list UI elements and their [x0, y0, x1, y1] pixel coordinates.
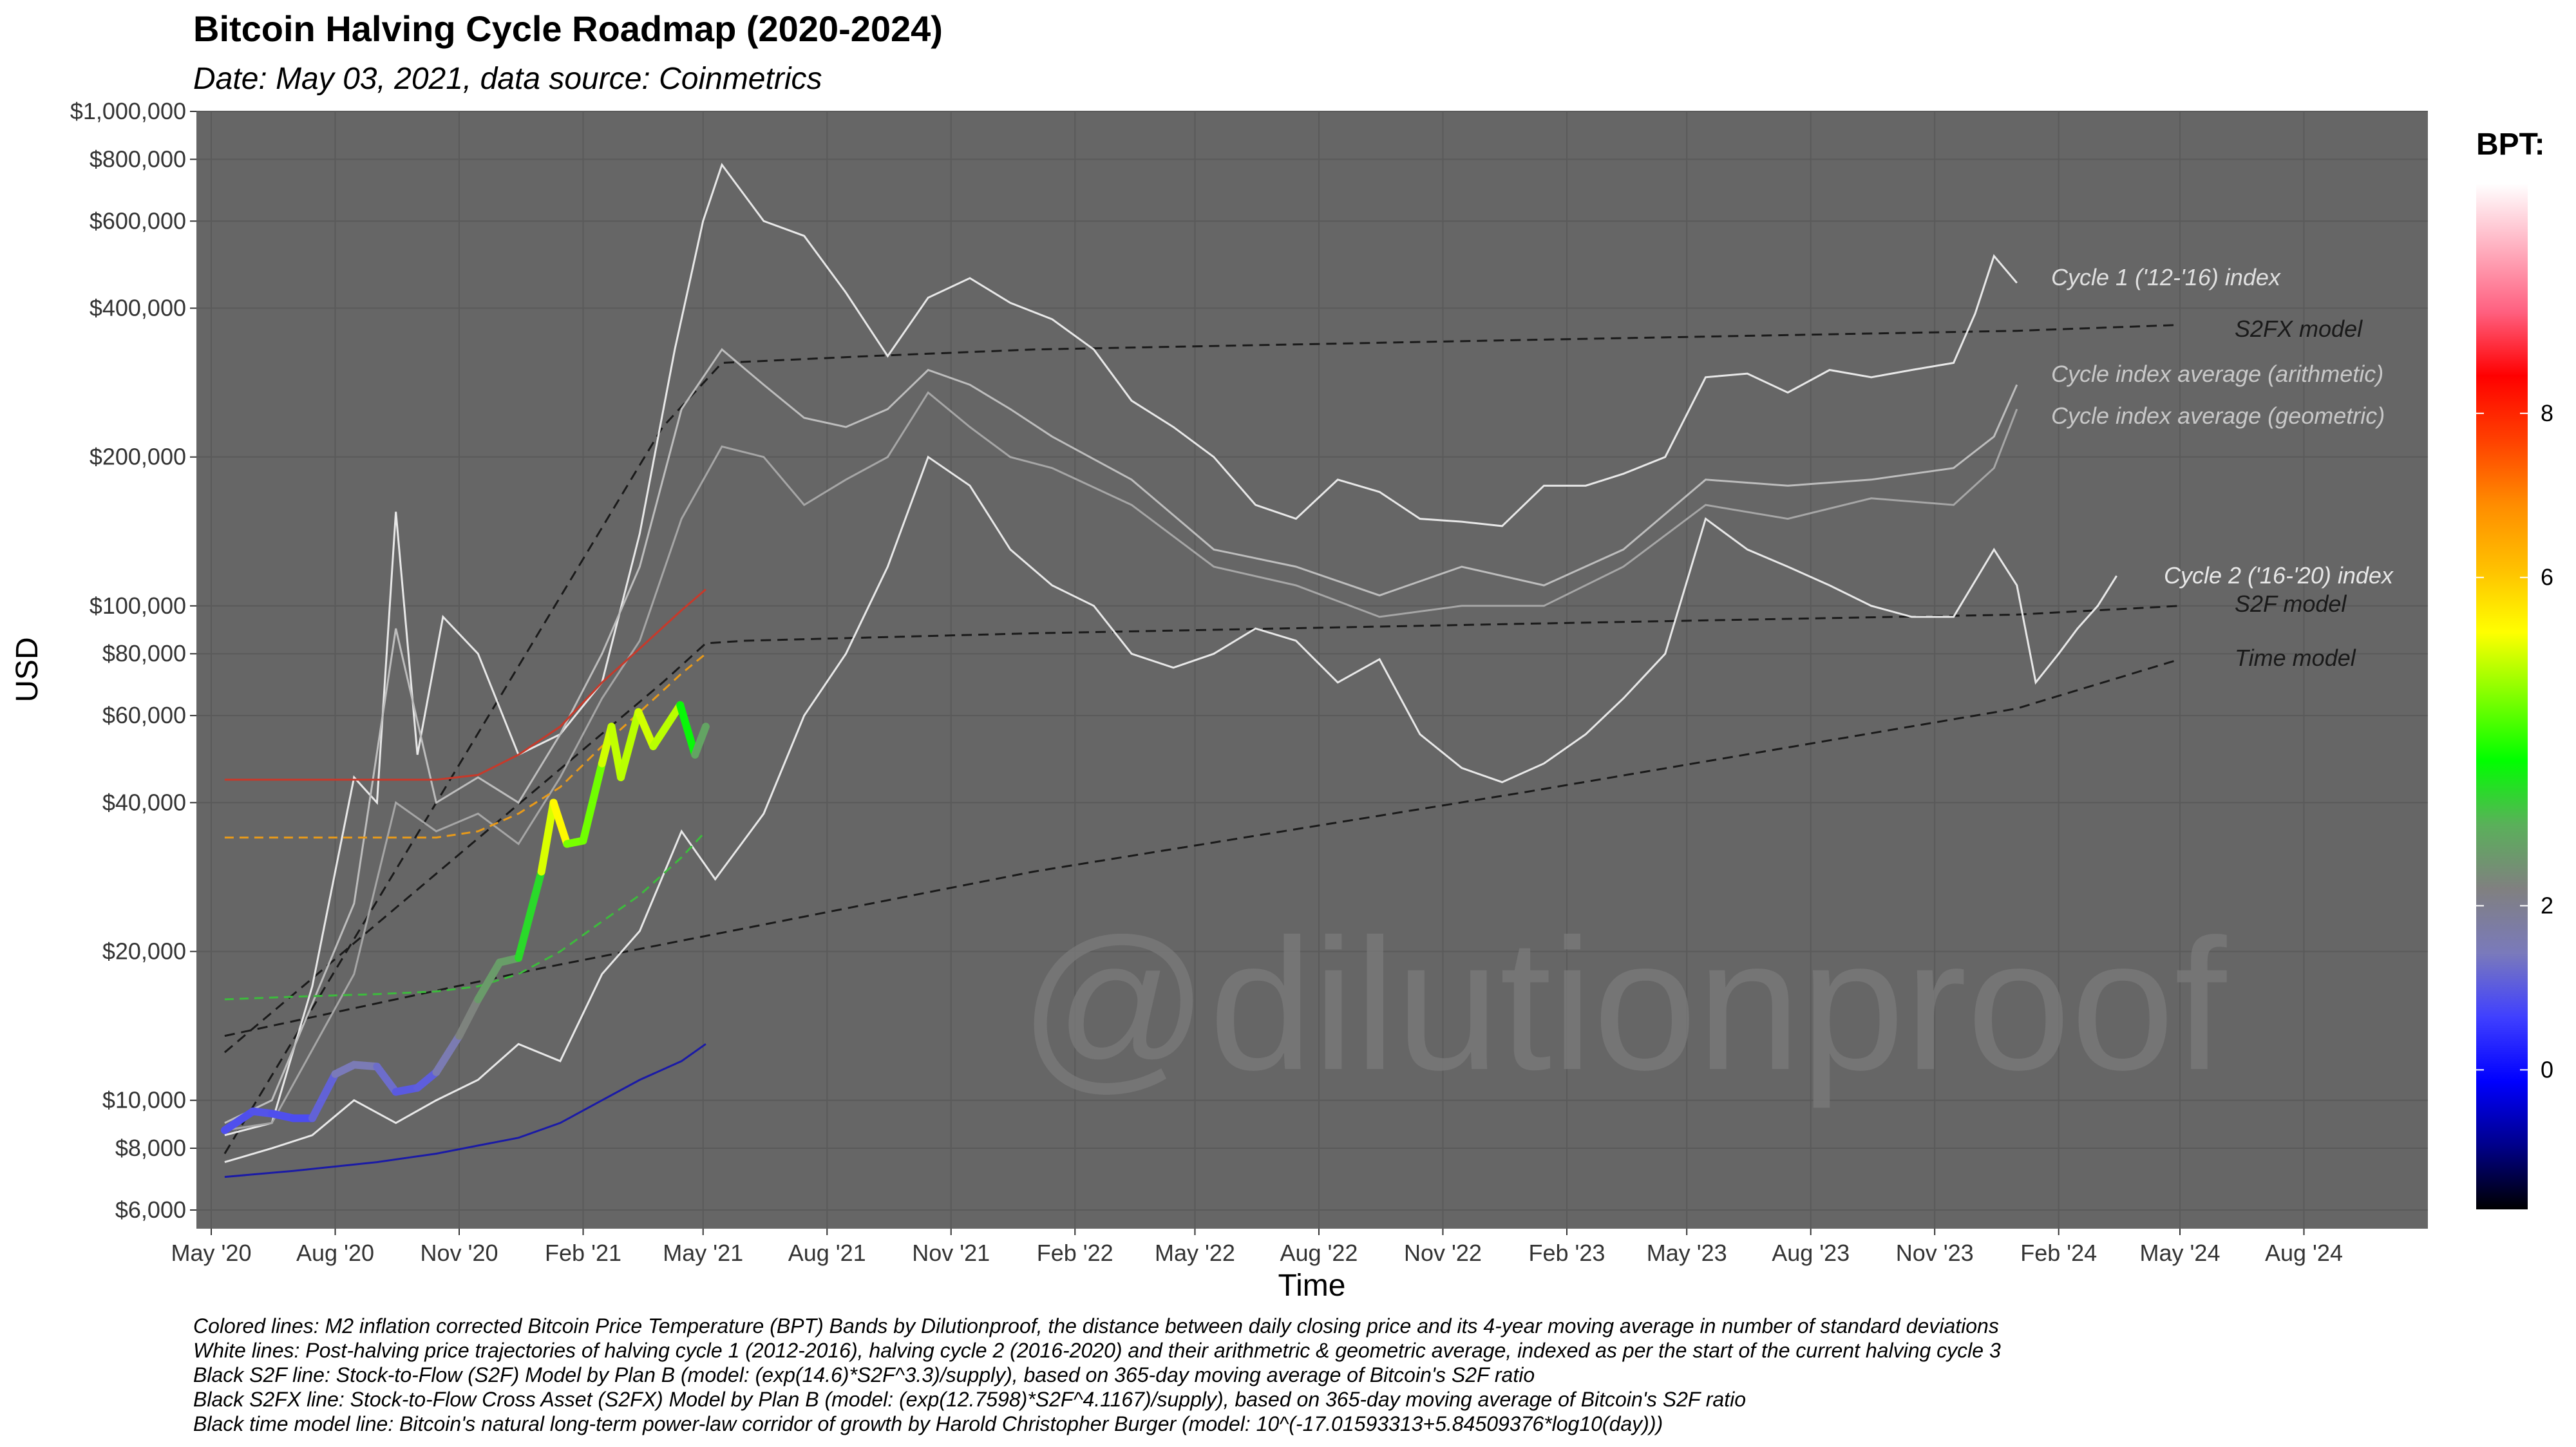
bpt-price-segment	[474, 958, 504, 1003]
band-line-bpt-8-band	[224, 589, 706, 781]
y-axis-label: USD	[10, 637, 44, 702]
model-line-s2fx-model	[223, 324, 2181, 1155]
caption-notes: Colored lines: M2 inflation corrected Bi…	[193, 1314, 2001, 1435]
y-tick-label: $8,000	[115, 1135, 186, 1161]
caption-line: White lines: Post-halving price trajecto…	[193, 1339, 2001, 1362]
y-axis: $6,000 $8,000 $10,000 $20,000 $40,000 $60,000…	[70, 98, 196, 1223]
x-tick-label: Aug '24	[2265, 1240, 2343, 1266]
x-tick-label: Feb '22	[1037, 1240, 1113, 1266]
x-tick-label: Feb '23	[1528, 1240, 1605, 1266]
series-line-cycle-index-average-geometric	[224, 391, 2018, 1131]
bpt-price-segment	[308, 1070, 339, 1122]
annotations: Cycle 1 ('12-'16) index S2FX model Cycle…	[2051, 264, 2394, 671]
chart-subtitle: Date: May 03, 2021, data source: Coinmet…	[193, 62, 822, 96]
y-tick-label: $400,000	[90, 295, 186, 321]
x-tick-label: Feb '24	[2020, 1240, 2097, 1266]
annotation-s2f-model: S2F model	[2235, 591, 2347, 617]
bpt-price-segment	[455, 995, 482, 1040]
series-line-cycle-1-12-16-index	[224, 162, 2018, 1137]
annotation-time-model: Time model	[2235, 645, 2356, 671]
bpt-price-segment	[537, 799, 558, 876]
caption-line: Black S2F line: Stock-to-Flow (S2F) Mode…	[193, 1363, 1535, 1386]
x-tick-label: Nov '20	[421, 1240, 498, 1266]
legend-tick-label: 6	[2541, 564, 2553, 591]
bpt-price-segment	[432, 1032, 464, 1076]
legend-colorbar	[2476, 184, 2528, 1209]
y-tick-label: $6,000	[115, 1196, 186, 1223]
x-tick-label: Nov '21	[912, 1240, 990, 1266]
legend-title: BPT:	[2476, 128, 2545, 162]
bpt-price-segment	[515, 867, 545, 962]
series-line-cycle-2-16-20-index	[224, 455, 2117, 1164]
x-tick-label: May '20	[171, 1240, 252, 1266]
caption-line: Colored lines: M2 inflation corrected Bi…	[193, 1314, 1999, 1338]
x-axis-label: Time	[1278, 1269, 1346, 1303]
annotation-cycle-avg-geometric: Cycle index average (geometric)	[2051, 402, 2385, 429]
legend-tick-label: 8	[2541, 400, 2553, 426]
x-tick-label: Aug '22	[1280, 1240, 1358, 1266]
bpt-price-segment	[579, 759, 606, 845]
y-tick-label: $40,000	[102, 789, 186, 815]
annotation-cycle1: Cycle 1 ('12-'16) index	[2051, 264, 2282, 290]
bpt-price-segment	[691, 723, 710, 759]
x-tick-label: Nov '23	[1896, 1240, 1974, 1266]
annotation-cycle-avg-arithmetic: Cycle index average (arithmetic)	[2051, 361, 2383, 387]
series-line-cycle-index-average-arithmetic	[224, 348, 2018, 1124]
bpt-price-segment	[220, 1107, 257, 1135]
legend-tick-label: 0	[2541, 1056, 2553, 1083]
x-tick-label: May '22	[1155, 1240, 1235, 1266]
x-tick-label: Feb '21	[545, 1240, 621, 1266]
y-tick-label: $80,000	[102, 640, 186, 667]
bpt-price-segment	[634, 708, 658, 750]
y-tick-label: $200,000	[90, 444, 186, 470]
band-line-bpt-6-band	[224, 653, 706, 839]
y-tick-label: $60,000	[102, 702, 186, 728]
y-tick-label: $1,000,000	[70, 98, 186, 124]
legend-tick-label: 2	[2541, 892, 2553, 918]
y-tick-label: $600,000	[90, 207, 186, 234]
x-tick-label: Nov '22	[1404, 1240, 1482, 1266]
caption-line: Black S2FX line: Stock-to-Flow Cross Ass…	[193, 1388, 1746, 1411]
bpt-price-segment	[373, 1063, 400, 1096]
series-layer	[220, 162, 2181, 1178]
bpt-legend: BPT: 0 2 6 8	[2476, 128, 2553, 1209]
band-line-bpt-0-band	[224, 1043, 706, 1178]
bpt-price-segment	[676, 701, 699, 759]
chart-title: Bitcoin Halving Cycle Roadmap (2020-2024…	[193, 8, 943, 49]
bpt-price-segment	[649, 701, 685, 750]
grid-lines	[196, 111, 2428, 1229]
bpt-price-segment	[617, 708, 643, 782]
y-tick-label: $800,000	[90, 146, 186, 172]
x-tick-label: May '23	[1647, 1240, 1727, 1266]
x-tick-label: May '21	[663, 1240, 743, 1266]
caption-line: Black time model line: Bitcoin's natural…	[193, 1412, 1663, 1435]
annotation-s2fx-model: S2FX model	[2235, 316, 2363, 342]
y-tick-label: $100,000	[90, 592, 186, 619]
x-tick-label: Aug '20	[296, 1240, 374, 1266]
watermark: @dilutionproof	[1019, 900, 2227, 1110]
band-line-bpt-2-band	[224, 830, 706, 1001]
y-tick-label: $10,000	[102, 1087, 186, 1113]
x-axis: May '20 Aug '20 Nov '20 Feb '21 May '21 Aug '…	[171, 1229, 2343, 1266]
x-tick-label: Aug '21	[788, 1240, 866, 1266]
y-tick-label: $20,000	[102, 938, 186, 965]
annotation-cycle2: Cycle 2 ('16-'20) index	[2164, 562, 2394, 589]
bpt-price-segment	[549, 799, 571, 848]
x-tick-label: May '24	[2140, 1240, 2221, 1266]
bpt-price-segment	[413, 1068, 440, 1092]
x-tick-label: Aug '23	[1772, 1240, 1850, 1266]
